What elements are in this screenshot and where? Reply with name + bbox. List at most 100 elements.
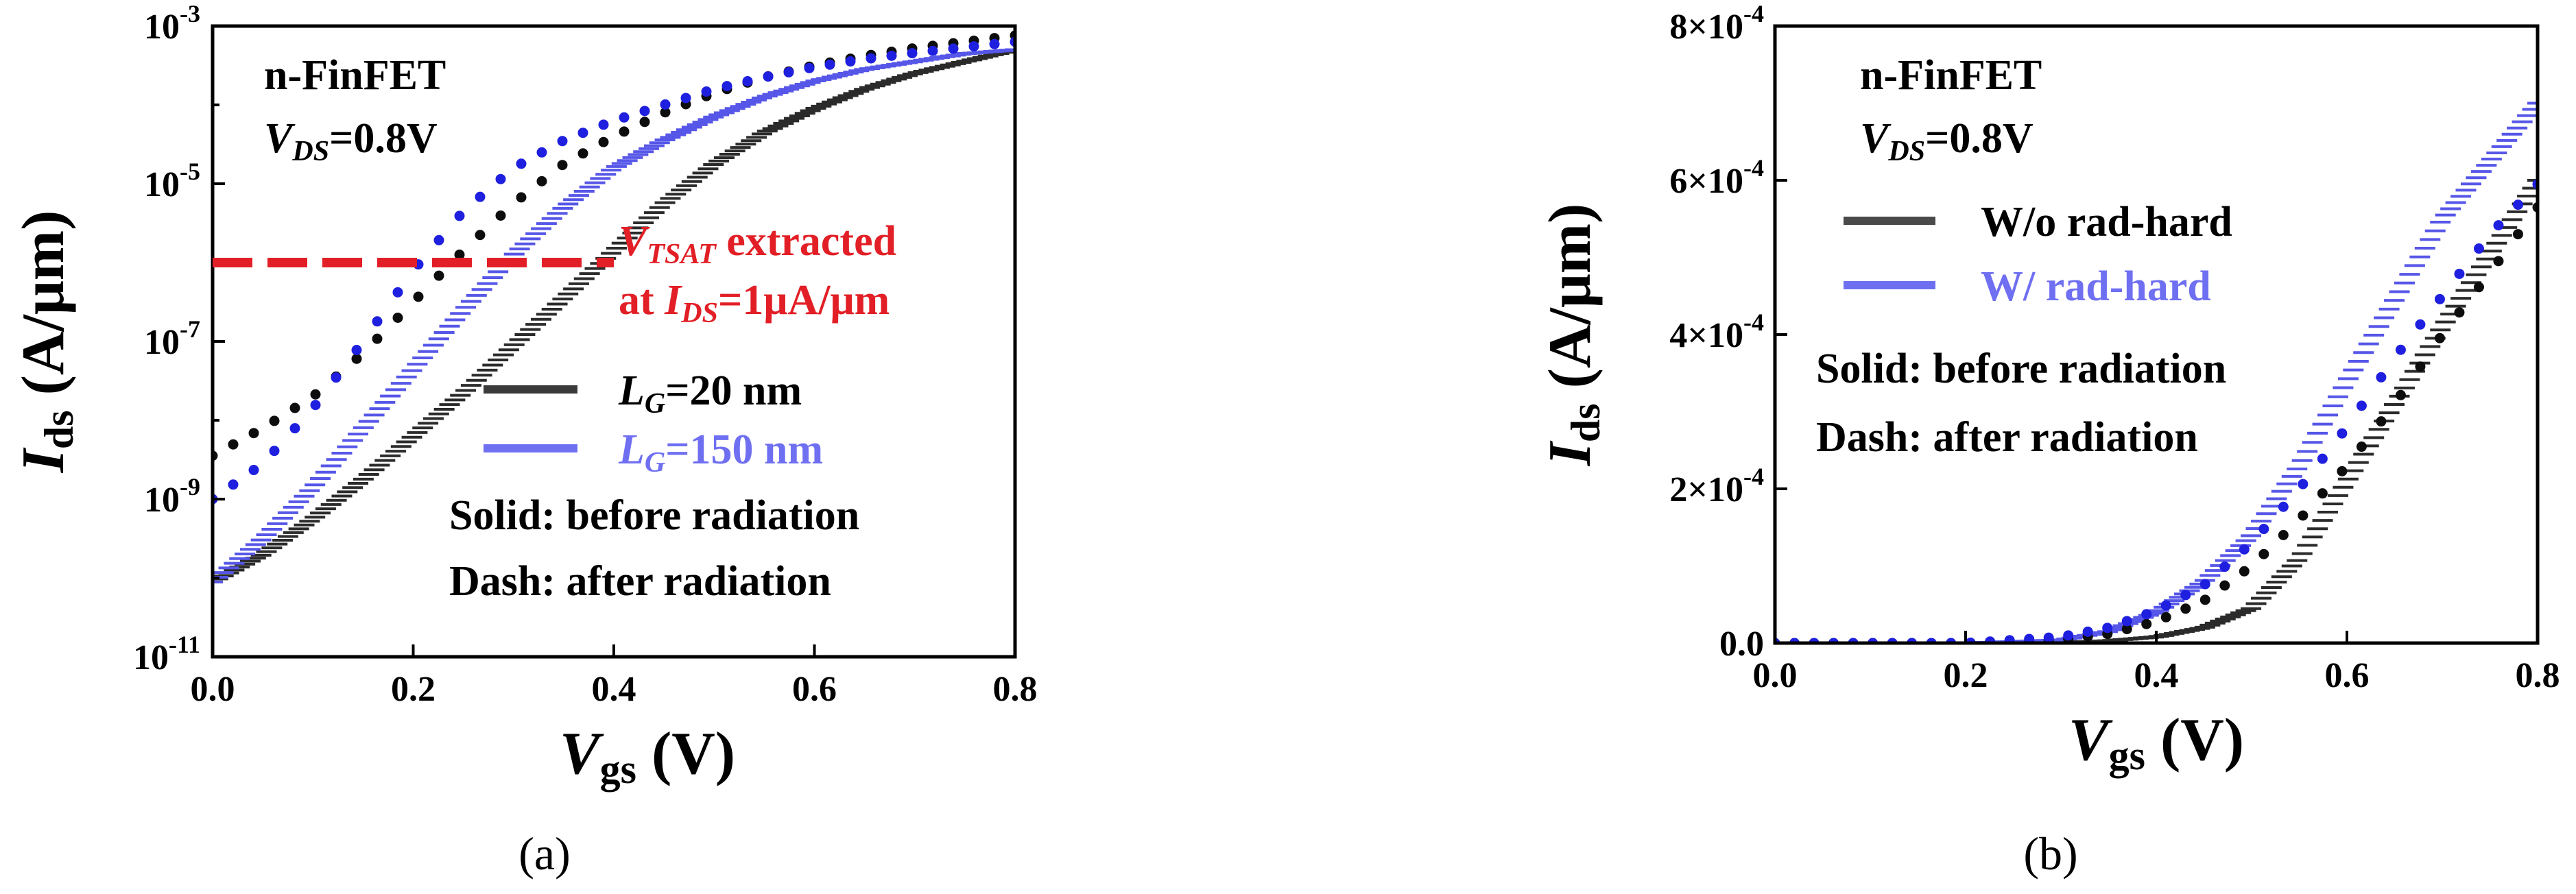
chart-a-series-3-point-32	[866, 53, 876, 64]
chart-a-vtsat-text-line1: VTSAT extracted	[619, 218, 896, 270]
chart-b-series-3-point-33	[2415, 319, 2426, 330]
chart-a-series-2-point-3	[269, 415, 280, 426]
chart-a-series-3-point-17	[557, 136, 568, 147]
chart-b-series-3-point-28	[2317, 453, 2328, 464]
chart-a-legend-label-lg20: LG=20 nm	[618, 367, 802, 420]
chart-b-series-3-point-21	[2180, 590, 2191, 601]
chart-a-legend-label-lg150: LG=150 nm	[618, 426, 823, 479]
chart-b-series-3-point-24	[2239, 544, 2250, 555]
chart-a-series-2-point-20	[619, 126, 630, 137]
chart-b-frame	[1773, 24, 2540, 645]
chart-a-series-3-point-37	[968, 41, 979, 52]
chart-a-series-2-point-17	[557, 160, 568, 171]
chart-b-vds-label: VDS=0.8V	[1860, 115, 2034, 167]
chart-a-series-3-point-13	[475, 191, 486, 202]
chart-a-series-2-point-18	[577, 148, 588, 159]
chart-b-series-3	[1775, 179, 2538, 643]
chart-a-series-2-point-10	[413, 291, 424, 302]
chart-b-series-3-point-32	[2395, 344, 2406, 355]
chart-a-y-axis-label: Ids (A/μm)	[10, 210, 82, 474]
chart-b-xtick-label-2: 0.4	[2134, 656, 2179, 695]
chart-a-series-3-point-38	[989, 38, 1000, 49]
chart-a-series-2-point-21	[639, 117, 650, 128]
chart-b-ticks: 0.0 0.2 0.4 0.6 0.8 0.0 2×10-4 4×10-4 6×10-4 8×10…	[1669, 0, 2560, 695]
chart-a-series-3-point-27	[763, 71, 774, 82]
chart-b-series-2-point-32	[2395, 389, 2406, 400]
chart-a-series-3-point-35	[927, 45, 938, 56]
chart-b: 0.0 0.2 0.4 0.6 0.8 0.0 2×10-4 4×10-4 6×10-4 8×10…	[1537, 0, 2560, 778]
chart-b-ytick-label-3: 6×10-4	[1669, 154, 1764, 201]
chart-a-series-2-point-16	[536, 176, 547, 186]
chart-a-series-3-point-7	[351, 345, 362, 356]
chart-b-series-3-point-34	[2434, 293, 2445, 304]
chart-a-series-2-point-15	[516, 192, 527, 203]
chart-b-ytick-label-1: 2×10-4	[1669, 463, 1764, 509]
chart-a-x-axis-label: Vgs (V)	[560, 721, 735, 792]
chart-a-series-0	[213, 48, 1015, 583]
chart-b-series-3-point-25	[2258, 524, 2269, 535]
chart-a-series-3-point-25	[721, 81, 732, 92]
chart-b-xtick-label-4: 0.8	[2516, 656, 2560, 695]
chart-a-series-3-point-24	[701, 86, 712, 97]
chart-a-xtick-label-3: 0.6	[792, 670, 837, 709]
chart-b-series-2-point-23	[2219, 580, 2230, 591]
chart-b-series-2-point-30	[2356, 442, 2367, 452]
chart-b-legend-label-without: W/o rad-hard	[1981, 199, 2232, 245]
chart-b-series-3-point-23	[2219, 561, 2230, 572]
chart-a-series-3-point-16	[536, 147, 547, 158]
chart-a-series-2-point-13	[475, 230, 486, 241]
chart-b-series-3-point-36	[2473, 243, 2484, 254]
chart-a-series-3-point-8	[372, 316, 383, 327]
chart-b-note-dash: Dash: after radiation	[1816, 414, 2198, 461]
chart-b-ytick-label-4: 8×10-4	[1669, 0, 1764, 47]
chart-a-series-2-point-4	[289, 402, 300, 413]
chart-b-series-2-point-31	[2376, 416, 2387, 427]
chart-a-series-3-point-26	[742, 76, 753, 86]
chart-a-ytick-label-1: 10-9	[144, 473, 200, 520]
chart-b-series-3-point-18	[2121, 616, 2132, 627]
chart-a-series-3-point-28	[783, 67, 794, 77]
chart-a-series-2-point-14	[495, 210, 506, 221]
chart-b-series-2-point-26	[2278, 530, 2289, 540]
chart-a-xtick-label-4: 0.8	[993, 670, 1038, 709]
chart-b-ytick-label-0: 0.0	[1719, 625, 1764, 664]
chart-b-series-3-point-15	[2063, 630, 2074, 641]
chart-b-series-3-point-29	[2337, 428, 2348, 439]
chart-a-xtick-label-2: 0.4	[592, 670, 636, 709]
chart-b-x-axis-label: Vgs (V)	[2068, 707, 2244, 778]
chart-a-series-3-point-2	[248, 465, 259, 476]
chart-b-series-2-point-19	[2141, 618, 2152, 629]
chart-b-series-0	[1775, 179, 2538, 643]
chart-b-series-3-point-27	[2298, 479, 2309, 490]
chart-a-note-dash: Dash: after radiation	[449, 558, 831, 605]
chart-a-series-2-point-1	[228, 439, 239, 450]
chart-b-series-2-point-33	[2415, 361, 2426, 372]
chart-b-series-3-point-22	[2199, 579, 2210, 590]
chart-b-y-axis-label: Ids (A/μm)	[1537, 204, 1608, 467]
chart-a-ytick-label-0: 10-11	[133, 631, 200, 677]
chart-a-series-3	[213, 36, 1015, 505]
chart-b-note-solid: Solid: before radiation	[1816, 346, 2226, 392]
chart-a-note-solid: Solid: before radiation	[449, 492, 859, 539]
chart-b-series-2-point-22	[2199, 594, 2210, 605]
caption-b: (b)	[2023, 827, 2077, 880]
chart-b-series-3-point-12	[2004, 635, 2015, 643]
chart-b-series-2-point-18	[2121, 624, 2132, 635]
chart-b-series-3-point-26	[2278, 501, 2289, 512]
chart-b-series-2-point-37	[2493, 256, 2504, 267]
caption-a: (a)	[518, 827, 570, 880]
chart-b-series-group	[1775, 101, 2538, 643]
chart-b-series-2-point-25	[2258, 548, 2269, 559]
chart-b-series-2-point-34	[2434, 333, 2445, 343]
chart-b-ytick-label-2: 4×10-4	[1669, 309, 1764, 355]
chart-b-series-3-point-17	[2102, 623, 2113, 633]
chart-a-series-3-point-4	[289, 423, 300, 434]
chart-a-series-3-point-30	[824, 59, 835, 70]
chart-a-device-label: n-FinFET	[264, 52, 446, 99]
chart-a-series-3-point-34	[907, 48, 918, 59]
chart-a-series-3-point-31	[845, 56, 856, 67]
chart-b-series-2-point-24	[2239, 566, 2250, 577]
chart-b-xtick-label-0: 0.0	[1753, 656, 1798, 695]
chart-a-series-3-point-14	[495, 173, 506, 184]
